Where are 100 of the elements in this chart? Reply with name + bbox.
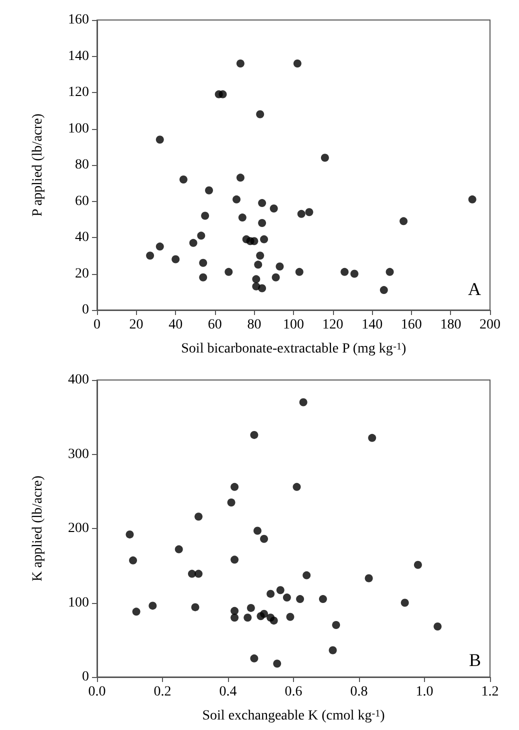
x-tick-label: 100 xyxy=(283,318,304,332)
point xyxy=(318,595,327,604)
point xyxy=(364,574,373,582)
point xyxy=(272,273,280,282)
annotation: A xyxy=(468,279,481,299)
point xyxy=(296,595,304,604)
point xyxy=(260,534,268,543)
point xyxy=(295,268,304,276)
y-tick-label: 300 xyxy=(68,446,89,462)
point xyxy=(332,621,340,630)
point xyxy=(146,252,154,260)
point xyxy=(199,258,208,267)
point xyxy=(260,235,268,244)
point xyxy=(189,238,198,247)
point xyxy=(238,214,246,222)
point xyxy=(230,614,239,622)
point xyxy=(224,268,233,276)
point xyxy=(276,262,284,270)
point xyxy=(129,556,138,564)
x-tick-label: 1.0 xyxy=(416,684,434,700)
point xyxy=(350,270,358,278)
point xyxy=(302,571,311,580)
x-tick-label: 0.4 xyxy=(219,684,237,700)
point xyxy=(468,195,476,204)
y-tick-label: 120 xyxy=(68,85,89,100)
point xyxy=(273,660,282,668)
point xyxy=(328,646,337,654)
point xyxy=(299,398,308,406)
point xyxy=(253,526,262,535)
y-tick-label: 140 xyxy=(68,48,89,64)
y-axis-title: K applied (lb/acre) xyxy=(30,475,46,582)
y-tick-label: 80 xyxy=(75,158,89,172)
point xyxy=(126,530,134,538)
y-tick-label: 200 xyxy=(68,521,89,536)
point xyxy=(205,186,214,194)
y-tick-label: 0 xyxy=(82,670,89,684)
point xyxy=(236,60,244,68)
point xyxy=(197,232,206,240)
point xyxy=(199,273,208,282)
x-tick-label: 120 xyxy=(322,318,344,332)
point xyxy=(254,260,262,269)
y-tick-label: 20 xyxy=(75,266,89,282)
point xyxy=(276,586,284,594)
x-tick-label: 0 xyxy=(94,318,100,332)
point xyxy=(400,598,409,607)
point xyxy=(179,176,188,184)
point xyxy=(368,434,376,442)
x-tick-label: 60 xyxy=(208,318,222,332)
point xyxy=(282,594,291,602)
x-tick-label: 140 xyxy=(362,318,383,332)
x-tick-label: 0.8 xyxy=(350,684,368,700)
x-tick-label: 180 xyxy=(440,318,462,332)
y-tick-label: 40 xyxy=(75,230,89,245)
point xyxy=(156,242,164,251)
point xyxy=(258,199,266,208)
point xyxy=(172,255,180,264)
point xyxy=(230,556,239,564)
annotation: B xyxy=(468,650,482,670)
point xyxy=(434,622,442,631)
point xyxy=(227,498,236,507)
x-tick-label: 160 xyxy=(400,318,422,332)
x-tick-label: 0.2 xyxy=(154,684,172,700)
y-tick-label: 100 xyxy=(68,121,89,136)
point xyxy=(148,602,157,610)
y-tick-label: 160 xyxy=(68,12,89,28)
y-tick-label: 400 xyxy=(68,372,89,388)
point xyxy=(270,616,278,625)
y-tick-label: 100 xyxy=(68,595,89,610)
point xyxy=(258,284,266,292)
point xyxy=(286,612,294,621)
point xyxy=(270,204,278,212)
x-tick-label: 0.6 xyxy=(284,684,302,700)
point xyxy=(293,60,302,68)
point xyxy=(230,482,239,491)
point xyxy=(292,482,301,491)
point xyxy=(320,154,329,162)
point xyxy=(252,275,260,284)
point xyxy=(156,136,164,144)
point xyxy=(414,560,422,569)
x-tick-label: 0.0 xyxy=(88,684,106,700)
point xyxy=(250,237,258,246)
point xyxy=(297,210,306,218)
point xyxy=(246,604,255,612)
point xyxy=(340,268,349,276)
point xyxy=(386,268,394,276)
point xyxy=(400,217,408,226)
y-tick-label: 60 xyxy=(75,194,89,209)
point xyxy=(380,286,388,294)
x-tick-label: 200 xyxy=(480,318,500,332)
point xyxy=(256,110,264,118)
point xyxy=(174,545,183,554)
point xyxy=(194,512,203,521)
point xyxy=(232,195,241,204)
point xyxy=(236,174,244,182)
point xyxy=(250,430,258,439)
point xyxy=(132,608,140,616)
x-tick-label: 40 xyxy=(168,318,183,332)
point xyxy=(258,219,266,227)
point xyxy=(194,570,203,578)
point xyxy=(266,590,275,598)
